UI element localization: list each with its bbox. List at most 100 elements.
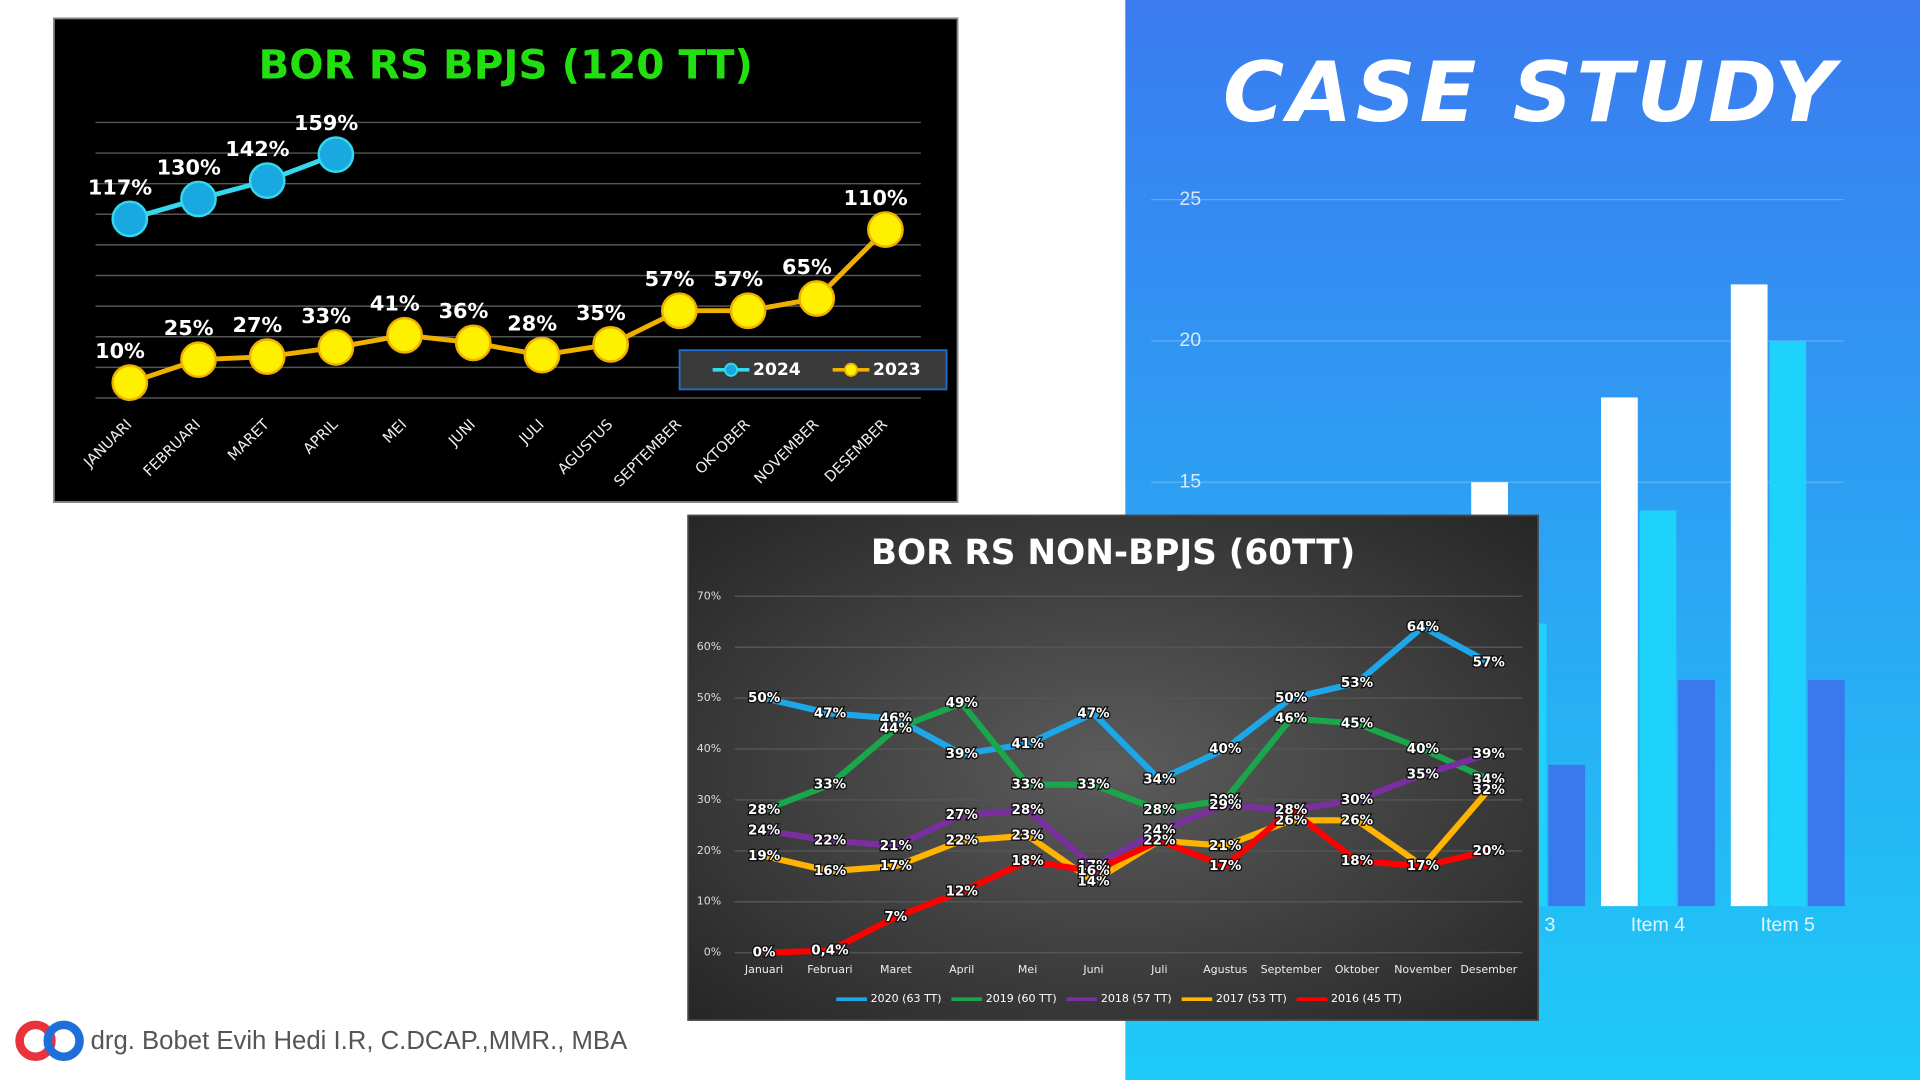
data-label: 33% [1077, 778, 1110, 793]
data-label: 10% [95, 339, 145, 363]
chart-title: BOR RS NON-BPJS (60TT) [871, 533, 1355, 573]
data-label: 57% [1473, 656, 1506, 671]
bar [1639, 510, 1677, 907]
data-label: 17% [880, 859, 913, 874]
marker [867, 211, 904, 248]
data-label: 45% [1341, 717, 1374, 732]
data-label: 33% [814, 778, 847, 793]
data-label: 130% [157, 155, 221, 179]
data-label: 49% [946, 696, 979, 711]
data-label: 28% [748, 803, 781, 818]
data-label: 18% [1011, 854, 1044, 869]
data-label: 17% [1209, 859, 1242, 874]
y-tick-label: 25 [1179, 188, 1201, 210]
data-label: 21% [1209, 839, 1242, 854]
marker [798, 280, 836, 317]
legend-label: 2017 (53 TT) [1216, 992, 1287, 1005]
data-label: 19% [748, 849, 781, 864]
data-label: 57% [645, 267, 695, 291]
marker [111, 200, 149, 238]
data-label: 36% [439, 299, 489, 323]
y-tick-label: 20 [1179, 329, 1201, 351]
data-label: 0% [753, 946, 776, 961]
x-tick-label: November [1394, 963, 1452, 976]
y-tick-label: 20% [697, 844, 721, 857]
data-label: 16% [814, 864, 847, 879]
data-label: 18% [1341, 854, 1374, 869]
data-label: 28% [507, 311, 557, 335]
x-tick-label: September [1261, 963, 1322, 976]
marker [248, 338, 286, 375]
legend-marker [723, 362, 739, 377]
data-label: 24% [748, 823, 781, 838]
x-tick-label: Item 5 [1761, 914, 1816, 936]
y-tick-label: 70% [697, 589, 721, 602]
data-label: 33% [1011, 778, 1044, 793]
y-tick-label: 15 [1179, 470, 1201, 492]
bar [1678, 680, 1715, 907]
data-label: 27% [232, 313, 282, 337]
series-line [763, 807, 1490, 956]
x-tick-label: Januari [744, 963, 783, 976]
data-label: 41% [1011, 737, 1044, 752]
data-label: 12% [946, 885, 979, 900]
data-label: 46% [880, 711, 913, 726]
legend-label: 2019 (60 TT) [986, 992, 1057, 1005]
data-label: 14% [1077, 874, 1110, 889]
data-label: 57% [713, 267, 763, 291]
author: drg. Bobet Evih Hedi I.R, C.DCAP.,MMR., … [91, 1027, 628, 1055]
data-label: 47% [814, 706, 847, 721]
data-label: 24% [1143, 823, 1176, 838]
x-tick-label: Juni [1082, 963, 1103, 976]
data-label: 30% [1209, 793, 1242, 808]
data-label: 28% [1275, 803, 1308, 818]
y-tick-label: 30% [697, 793, 721, 806]
data-label: 16% [1077, 864, 1110, 879]
data-label: 28% [1143, 803, 1176, 818]
data-label: 29% [1209, 798, 1242, 813]
marker [180, 341, 217, 379]
x-tick-label: Oktober [1335, 963, 1380, 976]
data-label: 26% [1275, 813, 1308, 828]
marker [660, 292, 698, 330]
legend-label: 2016 (45 TT) [1331, 992, 1402, 1005]
marker [111, 364, 149, 402]
data-label: 47% [1077, 706, 1110, 721]
legend-label: 2024 [753, 360, 801, 380]
legend-label: 2023 [873, 360, 921, 380]
data-label: 40% [1209, 742, 1242, 757]
x-tick-label: April [949, 963, 974, 976]
data-label: 26% [1341, 813, 1374, 828]
data-label: 7% [884, 910, 907, 925]
data-label: 39% [946, 747, 979, 762]
marker [386, 316, 423, 354]
data-label: 30% [1341, 793, 1374, 808]
data-label: 39% [1473, 747, 1506, 762]
marker [317, 136, 355, 173]
chart-title: BOR RS BPJS (120 TT) [258, 40, 752, 88]
x-tick-label: Item 4 [1631, 914, 1686, 936]
data-label: 65% [782, 255, 832, 279]
x-tick-label: Desember [1460, 963, 1517, 976]
legend-label: 2020 (63 TT) [871, 992, 942, 1005]
x-tick-label: Maret [880, 963, 912, 976]
bar [1769, 340, 1807, 907]
data-label: 21% [880, 839, 913, 854]
data-label: 142% [225, 137, 289, 161]
y-tick-label: 10% [697, 895, 721, 908]
data-label: 50% [1275, 691, 1308, 706]
data-label: 28% [1011, 803, 1044, 818]
marker [729, 292, 767, 330]
data-label: 64% [1407, 620, 1440, 635]
data-label: 35% [1407, 767, 1440, 782]
legend-label: 2018 (57 TT) [1101, 992, 1172, 1005]
marker [180, 180, 217, 218]
data-label: 17% [1407, 859, 1440, 874]
chart-background [687, 514, 1539, 1021]
series-line [763, 751, 1490, 870]
data-label: 22% [814, 834, 847, 849]
legend-marker [843, 362, 859, 377]
data-label: 44% [880, 722, 913, 737]
